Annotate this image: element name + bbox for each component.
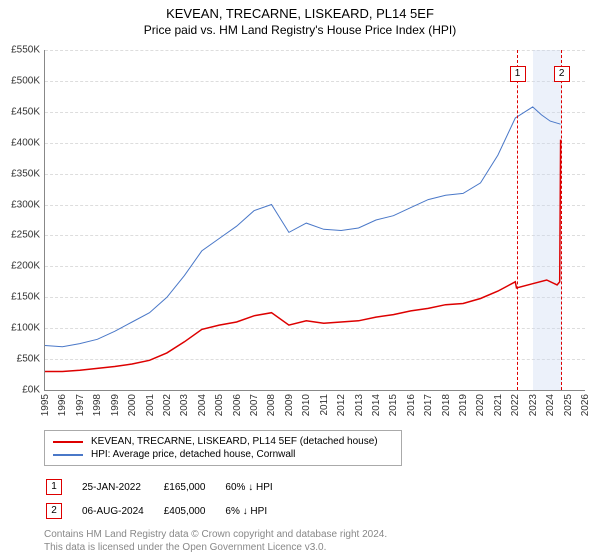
y-tick-label: £200K	[11, 261, 40, 272]
x-tick-label: 1998	[92, 394, 103, 416]
legend-item: KEVEAN, TRECARNE, LISKEARD, PL14 5EF (de…	[53, 435, 393, 448]
chart-series	[45, 50, 585, 390]
x-tick-label: 2015	[388, 394, 399, 416]
y-tick-label: £350K	[11, 168, 40, 179]
series-line	[45, 140, 561, 372]
page-subtitle: Price paid vs. HM Land Registry's House …	[0, 21, 600, 37]
x-tick-label: 2018	[441, 394, 452, 416]
footnote-line: This data is licensed under the Open Gov…	[44, 541, 387, 554]
x-tick-label: 2011	[319, 394, 330, 416]
x-tick-label: 2025	[563, 394, 574, 416]
footnote-line: Contains HM Land Registry data © Crown c…	[44, 528, 387, 541]
marker-row: 2 06-AUG-2024£405,0006% ↓ HPI	[46, 500, 291, 522]
x-tick-label: 2009	[284, 394, 295, 416]
marker-date: 06-AUG-2024	[82, 500, 162, 522]
marker-price: £405,000	[164, 500, 224, 522]
y-tick-label: £500K	[11, 75, 40, 86]
x-tick-label: 2021	[493, 394, 504, 416]
y-tick-label: £250K	[11, 230, 40, 241]
marker-badge: 1	[510, 66, 526, 82]
series-line	[45, 107, 561, 347]
x-tick-label: 2013	[354, 394, 365, 416]
x-tick-label: 2005	[214, 394, 225, 416]
marker-price: £165,000	[164, 476, 224, 498]
marker-badge: 1	[46, 479, 62, 495]
marker-diff: 60% ↓ HPI	[225, 476, 290, 498]
y-tick-label: £400K	[11, 137, 40, 148]
y-tick-label: £50K	[17, 354, 40, 365]
legend-swatch	[53, 441, 83, 443]
y-tick-label: £450K	[11, 106, 40, 117]
legend-label: HPI: Average price, detached house, Corn…	[91, 449, 295, 460]
page-title: KEVEAN, TRECARNE, LISKEARD, PL14 5EF	[0, 0, 600, 21]
y-tick-label: £150K	[11, 292, 40, 303]
footnote: Contains HM Land Registry data © Crown c…	[44, 528, 387, 554]
x-tick-label: 2022	[510, 394, 521, 416]
x-tick-label: 2024	[545, 394, 556, 416]
x-tick-label: 2000	[127, 394, 138, 416]
x-tick-label: 2002	[162, 394, 173, 416]
legend-label: KEVEAN, TRECARNE, LISKEARD, PL14 5EF (de…	[91, 436, 378, 447]
x-tick-label: 2007	[249, 394, 260, 416]
marker-badge: 2	[46, 503, 62, 519]
x-tick-label: 1995	[40, 394, 51, 416]
x-tick-label: 1996	[57, 394, 68, 416]
x-tick-label: 2008	[266, 394, 277, 416]
x-tick-label: 1997	[75, 394, 86, 416]
marker-table: 1 25-JAN-2022£165,00060% ↓ HPI 2 06-AUG-202…	[44, 474, 293, 524]
legend: KEVEAN, TRECARNE, LISKEARD, PL14 5EF (de…	[44, 430, 402, 466]
x-tick-label: 2004	[197, 394, 208, 416]
x-tick-label: 2017	[423, 394, 434, 416]
y-tick-label: £300K	[11, 199, 40, 210]
x-tick-label: 2012	[336, 394, 347, 416]
x-tick-label: 1999	[110, 394, 121, 416]
y-tick-label: £100K	[11, 323, 40, 334]
x-tick-label: 2019	[458, 394, 469, 416]
marker-diff: 6% ↓ HPI	[225, 500, 290, 522]
x-tick-label: 2020	[475, 394, 486, 416]
x-tick-label: 2016	[406, 394, 417, 416]
chart-plot-area: 12	[44, 50, 585, 391]
x-tick-label: 2003	[179, 394, 190, 416]
legend-swatch	[53, 454, 83, 456]
y-tick-label: £0K	[22, 385, 40, 396]
x-tick-label: 2014	[371, 394, 382, 416]
marker-date: 25-JAN-2022	[82, 476, 162, 498]
x-tick-label: 2023	[528, 394, 539, 416]
x-tick-label: 2026	[580, 394, 591, 416]
x-tick-label: 2006	[232, 394, 243, 416]
marker-row: 1 25-JAN-2022£165,00060% ↓ HPI	[46, 476, 291, 498]
x-tick-label: 2001	[145, 394, 156, 416]
legend-item: HPI: Average price, detached house, Corn…	[53, 448, 393, 461]
x-tick-label: 2010	[301, 394, 312, 416]
y-tick-label: £550K	[11, 45, 40, 56]
marker-badge: 2	[554, 66, 570, 82]
